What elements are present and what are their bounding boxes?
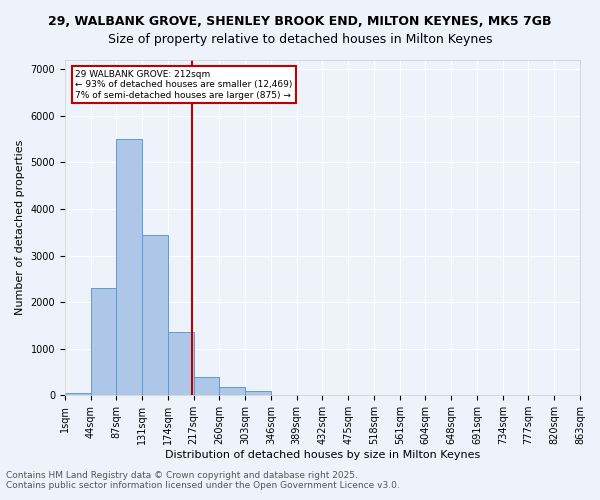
Text: Size of property relative to detached houses in Milton Keynes: Size of property relative to detached ho…: [108, 32, 492, 46]
X-axis label: Distribution of detached houses by size in Milton Keynes: Distribution of detached houses by size …: [165, 450, 480, 460]
Text: 29 WALBANK GROVE: 212sqm
← 93% of detached houses are smaller (12,469)
7% of sem: 29 WALBANK GROVE: 212sqm ← 93% of detach…: [75, 70, 293, 100]
Y-axis label: Number of detached properties: Number of detached properties: [15, 140, 25, 316]
Bar: [168, 332, 194, 395]
Text: Contains HM Land Registry data © Crown copyright and database right 2025.
Contai: Contains HM Land Registry data © Crown c…: [6, 470, 400, 490]
Bar: [220, 387, 245, 395]
Bar: [116, 139, 142, 395]
Bar: [65, 393, 91, 395]
Bar: [91, 288, 116, 395]
Bar: [245, 391, 271, 395]
Text: 29, WALBANK GROVE, SHENLEY BROOK END, MILTON KEYNES, MK5 7GB: 29, WALBANK GROVE, SHENLEY BROOK END, MI…: [48, 15, 552, 28]
Bar: [194, 376, 220, 395]
Bar: [142, 234, 168, 395]
